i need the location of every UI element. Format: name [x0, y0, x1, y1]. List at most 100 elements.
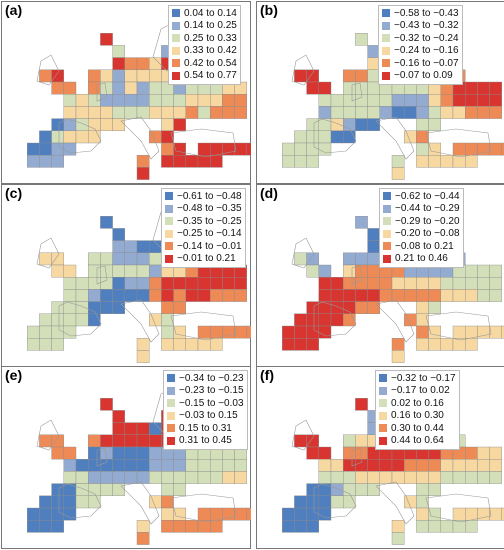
grid-cell [234, 507, 248, 521]
grid-cell [342, 252, 356, 266]
legend-text: 0.44 to 0.64 [391, 435, 444, 447]
coastline [36, 237, 60, 269]
grid-cell [161, 301, 174, 314]
legend-swatch [172, 71, 180, 80]
grid-cell [330, 276, 344, 290]
grid-cell [379, 276, 393, 290]
coastline [170, 493, 237, 523]
grid-cell [209, 276, 223, 290]
grid-cell [185, 519, 199, 533]
grid-cell [27, 519, 40, 533]
grid-cell [318, 495, 332, 509]
legend-text: −0.20 to −0.08 [395, 228, 460, 240]
grid-cell [112, 106, 125, 119]
grid-cell [367, 240, 380, 253]
grid-cell [124, 81, 138, 95]
grid-cell [148, 264, 162, 278]
grid-cell [87, 81, 101, 95]
grid-cell [51, 483, 64, 496]
grid-cell [318, 81, 332, 95]
coastline [120, 116, 160, 160]
grid-cell [112, 422, 125, 435]
grid-cell [63, 118, 77, 131]
grid-cell [501, 325, 504, 339]
grid-cell [173, 118, 187, 131]
grid-cell [209, 142, 223, 156]
legend-text: −0.32 to −0.17 [391, 372, 456, 384]
grid-cell [234, 471, 248, 484]
grid-cell [501, 142, 504, 156]
grid-cell [173, 106, 187, 119]
grid-cell [234, 458, 248, 472]
grid-cell [75, 483, 89, 496]
grid-cell [306, 495, 319, 509]
map-panel-f: (f) −0.32 to −0.17 −0.17 to 0.02 0.02 to… [256, 366, 504, 549]
grid-cell [306, 154, 319, 168]
grid-cell [416, 325, 429, 339]
grid-cell [222, 93, 235, 107]
grid-cell [148, 289, 162, 302]
grid-cell [39, 154, 52, 168]
grid-cell [173, 337, 187, 351]
grid-cell [403, 471, 417, 484]
legend-text: 0.16 to 0.30 [391, 410, 444, 422]
coastline [375, 481, 415, 525]
grid-cell [416, 93, 429, 107]
coastline [291, 419, 315, 451]
grid-cell [367, 458, 380, 472]
grid-cell [222, 289, 235, 302]
grid-cell [342, 471, 356, 484]
grid-cell [416, 337, 429, 351]
grid-cell [477, 93, 490, 107]
grid-cell [489, 264, 503, 278]
grid-cell [51, 313, 64, 327]
grid-cell [124, 289, 138, 302]
grid-cell [294, 313, 307, 327]
legend-swatch [379, 399, 387, 408]
grid-cell [342, 289, 356, 302]
grid-cell [306, 337, 319, 351]
grid-cell [306, 142, 319, 156]
grid-cell [355, 118, 368, 131]
grid-cell [234, 106, 248, 119]
grid-cell [209, 458, 223, 472]
grid-cell [63, 507, 77, 521]
legend-text: −0.43 to −0.32 [394, 20, 459, 32]
grid-cell [306, 69, 319, 83]
grid-cell [464, 471, 478, 484]
grid-cell [416, 289, 429, 302]
grid-cell [197, 106, 211, 119]
legend-text: −0.44 to −0.29 [395, 203, 460, 215]
panel-label: (b) [260, 2, 278, 18]
grid-cell [464, 507, 478, 521]
grid-cell [306, 264, 319, 278]
grid-cell [440, 458, 454, 472]
legend-text: −0.25 to −0.14 [177, 228, 242, 240]
grid-cell [489, 81, 503, 95]
grid-cell [355, 69, 368, 83]
grid-cell [330, 313, 344, 327]
grid-cell [391, 276, 405, 290]
grid-cell [452, 142, 466, 156]
grid-cell [100, 106, 113, 119]
grid-cell [51, 325, 64, 339]
coastline [425, 128, 492, 158]
legend-text: −0.24 to −0.16 [394, 45, 459, 57]
grid-cell [161, 93, 174, 107]
grid-cell [428, 118, 442, 131]
grid-cell [39, 495, 52, 509]
grid-cell [489, 142, 503, 156]
legend-text: −0.35 to −0.25 [177, 215, 242, 227]
legend-entry: −0.29 to −0.20 [383, 215, 460, 228]
grid-cell [294, 434, 307, 448]
map-panel-e: (e) −0.34 to −0.23 −0.23 to −0.15 −0.15 … [1, 366, 251, 549]
grid-cell [342, 495, 356, 509]
grid-cell [464, 325, 478, 339]
grid-cell [440, 519, 454, 533]
grid-cell [161, 276, 174, 290]
grid-cell [161, 507, 174, 521]
coastline [170, 311, 237, 341]
grid-cell [63, 471, 77, 484]
grid-cell [294, 337, 307, 351]
grid-cell [87, 69, 101, 83]
